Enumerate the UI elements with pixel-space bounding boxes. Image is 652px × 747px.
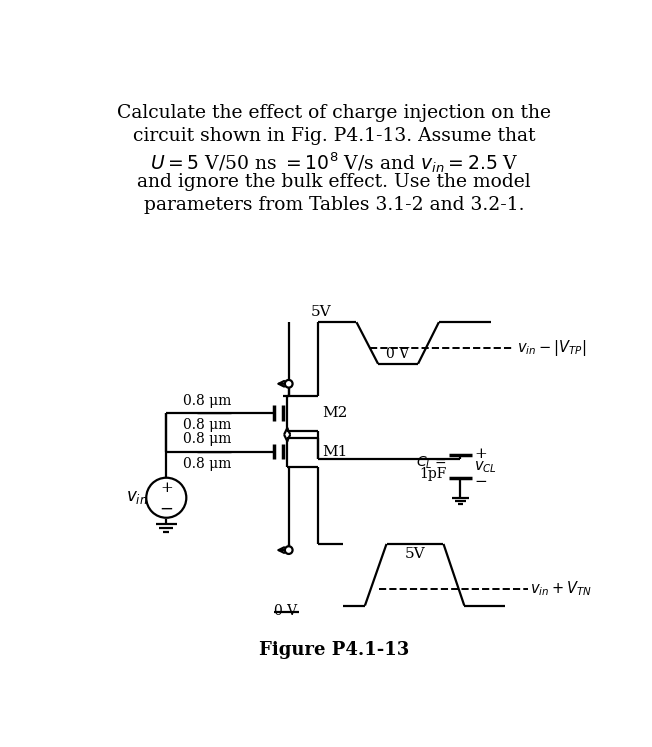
Text: $v_{CL}$: $v_{CL}$ [474, 459, 497, 475]
Text: $-$: $-$ [159, 499, 173, 516]
Text: and ignore the bulk effect. Use the model: and ignore the bulk effect. Use the mode… [138, 173, 531, 190]
Text: $v_{in}-|V_{TP}|$: $v_{in}-|V_{TP}|$ [516, 338, 586, 359]
Text: $-$: $-$ [474, 473, 488, 487]
Text: 0.8 μm: 0.8 μm [183, 433, 231, 446]
Text: +: + [474, 447, 487, 461]
Text: circuit shown in Fig. P4.1-13. Assume that: circuit shown in Fig. P4.1-13. Assume th… [133, 126, 535, 145]
Text: 0.8 μm: 0.8 μm [183, 394, 231, 408]
Circle shape [285, 546, 293, 554]
Text: 0 V: 0 V [274, 604, 297, 618]
Text: 1pF: 1pF [419, 467, 447, 481]
Text: M2: M2 [323, 406, 348, 420]
Text: $v_{in}+V_{TN}$: $v_{in}+V_{TN}$ [531, 579, 593, 598]
Text: parameters from Tables 3.1-2 and 3.2-1.: parameters from Tables 3.1-2 and 3.2-1. [144, 196, 524, 214]
Circle shape [285, 380, 293, 388]
Text: 0.8 μm: 0.8 μm [183, 457, 231, 471]
Text: Calculate the effect of charge injection on the: Calculate the effect of charge injection… [117, 104, 551, 122]
Text: M1: M1 [323, 444, 348, 459]
Text: 5V: 5V [310, 305, 331, 319]
Text: $U = 5$ V/50 ns $= 10^8$ V/s and $v_{in} = 2.5$ V: $U = 5$ V/50 ns $= 10^8$ V/s and $v_{in}… [150, 149, 518, 175]
Text: 0.8 μm: 0.8 μm [183, 418, 231, 433]
Text: +: + [160, 481, 173, 495]
Text: $v_{in}$: $v_{in}$ [126, 489, 148, 506]
Text: 5V: 5V [405, 547, 425, 561]
Text: $C_L=$: $C_L=$ [416, 455, 447, 471]
Text: 0 V: 0 V [387, 347, 409, 361]
Text: Figure P4.1-13: Figure P4.1-13 [259, 641, 409, 659]
